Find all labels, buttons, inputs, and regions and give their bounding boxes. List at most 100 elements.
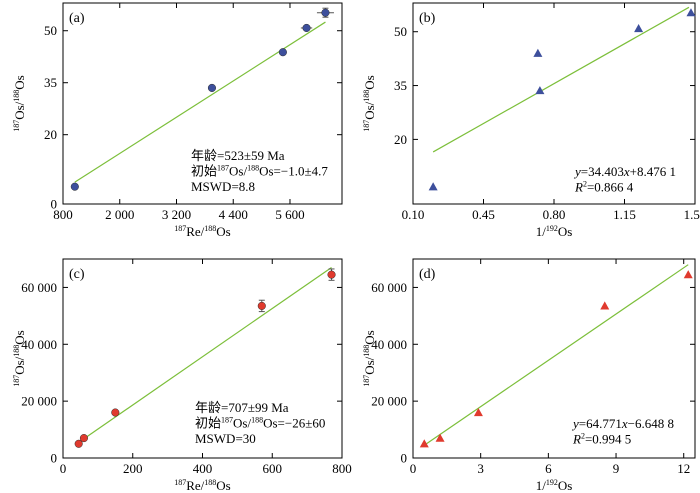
superscript: 187	[362, 120, 371, 132]
y-tick-label: 0	[51, 451, 58, 466]
superscript: 192	[546, 478, 558, 487]
y-tick-label: 40 000	[21, 337, 57, 352]
axis-text: Re/	[186, 478, 204, 493]
y-tick-label: 20 000	[371, 394, 407, 409]
x-tick-label: 800	[53, 207, 73, 222]
panel-b: 0.100.450.801.151.50203550(b)1/192Os187O…	[362, 2, 700, 239]
x-tick-label: 0	[60, 461, 67, 476]
x-tick-label: 0.10	[402, 207, 425, 222]
y-tick-label: 40 000	[371, 337, 407, 352]
superscript: 187	[362, 375, 371, 387]
annotation-line: R2=0.866 4	[574, 180, 634, 195]
data-point	[257, 301, 266, 310]
y-axis-label: 187Os/188Os	[362, 75, 377, 132]
axis-text: Os	[216, 224, 230, 239]
y-tick-label: 20	[44, 127, 57, 142]
eq-text: =64.771	[579, 416, 622, 431]
eq-var: y	[573, 164, 581, 179]
x-tick-label: 0.45	[472, 207, 495, 222]
anno-text: Os/	[233, 416, 251, 431]
y-axis-label: 187Os/188Os	[362, 330, 377, 387]
x-tick-label: 4 400	[219, 207, 248, 222]
regression-line	[432, 6, 690, 153]
data-point	[327, 270, 336, 279]
x-tick-label: 800	[332, 461, 352, 476]
eq-var: R	[572, 432, 581, 447]
axis-text: Os/	[12, 356, 27, 374]
superscript: 187	[12, 375, 21, 387]
data-point	[111, 408, 120, 417]
superscript: 188	[12, 345, 21, 357]
data-point	[278, 48, 287, 57]
superscript: 187	[174, 224, 186, 233]
eq-var: R	[574, 180, 583, 195]
x-tick-label: 400	[193, 461, 213, 476]
x-axis-label: 1/192Os	[536, 224, 573, 239]
eq-text: =0.994 5	[585, 432, 631, 447]
x-tick-label: 2 000	[105, 207, 134, 222]
x-tick-label: 3	[477, 461, 484, 476]
x-axis-label: 187Re/188Os	[174, 478, 231, 493]
anno-text: Os/	[229, 164, 247, 179]
y-tick-label: 20	[394, 132, 407, 147]
x-tick-label: 200	[123, 461, 143, 476]
y-tick-label: 60 000	[371, 280, 407, 295]
axis-text: Re/	[186, 224, 204, 239]
superscript: 2	[581, 432, 585, 441]
axis-text: Os	[216, 478, 230, 493]
eq-var: y	[571, 416, 579, 431]
axis-text: Os	[12, 75, 27, 89]
eq-text: =34.403	[581, 164, 624, 179]
data-point	[302, 23, 311, 33]
panel-label: (a)	[69, 11, 85, 26]
x-tick-label: 600	[263, 461, 283, 476]
y-tick-label: 35	[394, 78, 407, 93]
axis-text: Os/	[362, 356, 377, 374]
superscript: 192	[546, 224, 558, 233]
panel-label: (b)	[419, 11, 436, 26]
eq-var: x	[621, 416, 628, 431]
annotation-line: MSWD=8.8	[191, 179, 255, 194]
anno-text: 初始	[191, 164, 217, 179]
axis-text: Os	[362, 75, 377, 89]
data-point	[435, 433, 445, 442]
x-axis-label: 1/192Os	[536, 478, 573, 493]
data-point	[683, 270, 693, 279]
axis-text: Os	[362, 330, 377, 344]
plot-frame	[62, 2, 343, 205]
y-tick-label: 0	[401, 451, 408, 466]
axis-text: Os	[558, 224, 572, 239]
eq-text: =0.866 4	[587, 180, 634, 195]
axis-text: 1/	[536, 478, 547, 493]
superscript: 2	[583, 180, 587, 189]
superscript: 188	[12, 90, 21, 102]
data-point	[419, 439, 429, 448]
data-point	[533, 48, 543, 57]
data-point	[74, 439, 83, 448]
x-tick-label: 0.80	[543, 207, 566, 222]
eq-text: −6.648 8	[628, 416, 674, 431]
data-point	[79, 434, 88, 443]
y-tick-label: 50	[394, 24, 407, 39]
anno-text: Os=−1.0±4.7	[259, 164, 328, 179]
superscript: 188	[362, 90, 371, 102]
y-tick-label: 35	[44, 75, 57, 90]
panel-a: 800 2 000 3 200 4 400 5 6000203550(a)187Re/1…	[12, 2, 343, 239]
y-tick-label: 0	[51, 197, 58, 212]
annotation-line: 初始187Os/188Os=−26±60	[195, 416, 325, 431]
data-point	[686, 8, 696, 17]
annotation-line: y=64.771x−6.648 8	[571, 416, 674, 431]
superscript: 188	[362, 345, 371, 357]
axis-text: Os/	[12, 101, 27, 119]
y-tick-label: 20 000	[21, 394, 57, 409]
eq-text: +8.476 1	[630, 164, 676, 179]
superscript: 188	[204, 224, 216, 233]
superscript: 187	[221, 416, 233, 425]
superscript: 187	[174, 478, 186, 487]
x-tick-label: 12	[677, 461, 690, 476]
data-point	[473, 408, 483, 417]
x-tick-label: 0	[410, 461, 417, 476]
y-tick-label: 60 000	[21, 280, 57, 295]
anno-text: Os=−26±60	[263, 416, 325, 431]
